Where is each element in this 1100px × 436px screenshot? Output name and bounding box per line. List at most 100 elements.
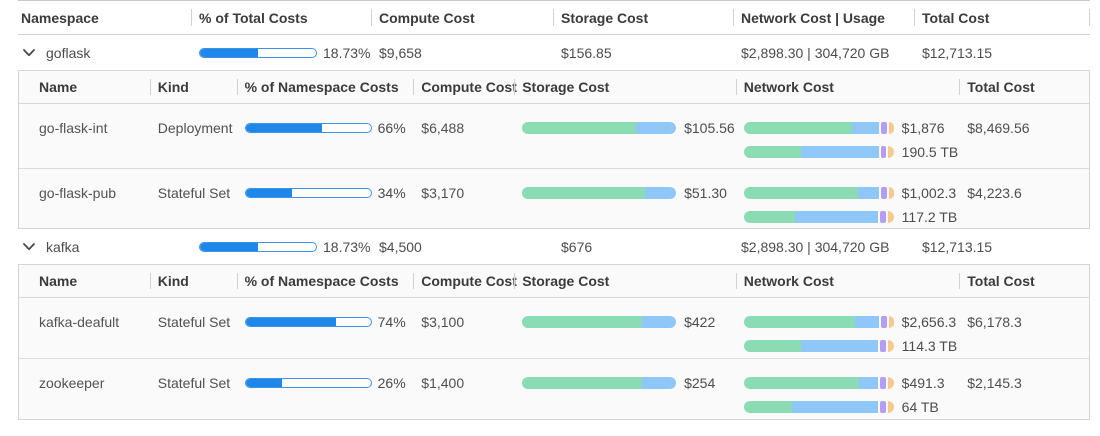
- workload-kind: Stateful Set: [157, 375, 231, 391]
- workloads-table-header: Name Kind % of Namespace Costs Compute C…: [19, 265, 1089, 298]
- chevron-down-icon[interactable]: [23, 242, 35, 251]
- namespace-storage-cost: $156.85: [561, 44, 612, 61]
- pct-namespace-costs-bar: [244, 123, 372, 133]
- workload-row-go-flask-pub[interactable]: go-flask-pub Stateful Set 34% $3,170 $51…: [19, 168, 1089, 228]
- subheader-total-cost-label: Total Cost: [967, 273, 1035, 289]
- subheader-compute-cost: Compute Cost: [413, 265, 517, 297]
- subheader-kind: Kind: [149, 71, 237, 103]
- subheader-storage-cost-label: Storage Cost: [522, 79, 610, 95]
- workload-storage-cell: $254: [514, 359, 736, 393]
- header-pct-total-costs-label: % of Total Costs: [199, 9, 308, 26]
- subheader-network-cost: Network Cost: [735, 71, 960, 103]
- storage-cost-value: $422: [684, 314, 716, 330]
- workload-total-cost: $4,223.6: [967, 185, 1022, 201]
- subheader-name-label: Name: [39, 273, 78, 289]
- namespace-row-kafka[interactable]: kafka 18.73% $4,500 $676 $2,898.30 | 304…: [18, 229, 1090, 264]
- workload-row-go-flask-int[interactable]: go-flask-int Deployment 66% $6,488 $105.…: [19, 104, 1089, 168]
- pct-namespace-costs-bar: [244, 188, 372, 198]
- subheader-pct-namespace-costs: % of Namespace Costs: [236, 71, 414, 103]
- header-network-cost-usage-label: Network Cost | Usage: [741, 9, 885, 26]
- outer-table-header: Namespace % of Total Costs Compute Cost …: [18, 1, 1090, 35]
- chevron-down-icon[interactable]: [23, 48, 35, 57]
- network-cost-value: $2,656.3: [901, 314, 957, 330]
- storage-cost-bar: [522, 377, 677, 389]
- network-cost-value: $1,876: [901, 120, 945, 136]
- pct-namespace-costs-bar: [244, 317, 372, 327]
- namespace-compute-cost: $4,500: [379, 238, 422, 255]
- namespace-pct-cell: 18.73%: [191, 45, 371, 61]
- workload-compute-cost: $6,488: [421, 120, 465, 136]
- workload-pct-cell: 26%: [237, 359, 414, 393]
- header-compute-cost: Compute Cost: [371, 1, 553, 34]
- namespace-cost-table: Namespace % of Total Costs Compute Cost …: [18, 0, 1090, 420]
- workload-storage-cell: $422: [514, 298, 736, 332]
- pct-namespace-costs-value: 34%: [377, 185, 406, 201]
- workload-total-cost: $8,469.56: [967, 120, 1030, 136]
- pct-namespace-costs-bar: [244, 378, 372, 388]
- workloads-table-goflask: Name Kind % of Namespace Costs Compute C…: [18, 70, 1090, 229]
- namespace-name-cell: goflask: [18, 45, 191, 61]
- workload-storage-cell: $105.56: [514, 104, 736, 138]
- workload-pct-cell: 34%: [237, 169, 414, 203]
- storage-cost-value: $254: [684, 375, 716, 391]
- header-compute-cost-label: Compute Cost: [379, 9, 475, 26]
- network-cost-bar: [743, 187, 894, 199]
- subheader-network-cost-label: Network Cost: [743, 273, 834, 289]
- network-usage-value: 114.3 TB: [901, 338, 958, 354]
- namespace-name: kafka: [46, 238, 80, 255]
- workload-name: zookeeper: [39, 375, 105, 391]
- namespace-compute-cost: $9,658: [379, 44, 422, 61]
- network-usage-bar: [743, 211, 894, 223]
- workload-name: go-flask-int: [39, 120, 108, 136]
- subheader-storage-cost: Storage Cost: [514, 265, 736, 297]
- workload-network-cell: $1,876 190.5 TB: [736, 104, 960, 162]
- network-cost-bar: [743, 316, 894, 328]
- header-namespace: Namespace: [18, 1, 191, 34]
- workload-kind: Stateful Set: [157, 185, 231, 201]
- subheader-network-cost: Network Cost: [735, 265, 960, 297]
- namespace-network-cost-usage: $2,898.30 | 304,720 GB: [741, 44, 890, 61]
- header-storage-cost-label: Storage Cost: [561, 9, 649, 26]
- header-pct-total-costs: % of Total Costs: [191, 1, 371, 34]
- namespace-row-goflask[interactable]: goflask 18.73% $9,658 $156.85 $2,898.30 …: [18, 35, 1090, 70]
- workload-row-kafka-deafult[interactable]: kafka-deafult Stateful Set 74% $3,100 $4…: [19, 298, 1089, 358]
- subheader-kind: Kind: [149, 265, 237, 297]
- storage-cost-bar: [522, 122, 677, 134]
- subheader-pct-namespace-costs-label: % of Namespace Costs: [244, 79, 399, 95]
- header-total-cost: Total Cost: [914, 1, 1090, 34]
- network-usage-value: 117.2 TB: [901, 209, 958, 225]
- storage-cost-value: $105.56: [684, 120, 735, 136]
- namespace-name: goflask: [46, 44, 91, 61]
- network-cost-value: $491.3: [901, 375, 945, 391]
- pct-total-costs-bar: [199, 47, 317, 58]
- header-storage-cost: Storage Cost: [553, 1, 733, 34]
- workload-compute-cost: $3,100: [421, 314, 465, 330]
- workload-storage-cell: $51.30: [514, 169, 736, 203]
- workload-network-cell: $2,656.3 114.3 TB: [736, 298, 960, 356]
- subheader-name: Name: [19, 265, 150, 297]
- network-usage-bar: [743, 146, 894, 158]
- workload-pct-cell: 74%: [237, 298, 414, 332]
- workload-compute-cost: $1,400: [421, 375, 465, 391]
- storage-cost-bar: [522, 316, 677, 328]
- header-namespace-label: Namespace: [21, 9, 99, 26]
- workload-pct-cell: 66%: [237, 104, 414, 138]
- subheader-name: Name: [19, 71, 150, 103]
- network-cost-bar: [743, 377, 894, 389]
- network-cost-value: $1,002.3: [901, 185, 957, 201]
- network-usage-bar: [743, 340, 894, 352]
- workloads-table-header: Name Kind % of Namespace Costs Compute C…: [19, 71, 1089, 104]
- workload-kind: Stateful Set: [157, 314, 231, 330]
- subheader-storage-cost-label: Storage Cost: [522, 273, 610, 289]
- workload-network-cell: $491.3 64 TB: [736, 359, 960, 417]
- namespace-total-cost: $12,713.15: [922, 44, 993, 61]
- workload-row-zookeeper[interactable]: zookeeper Stateful Set 26% $1,400 $254: [19, 358, 1089, 419]
- pct-namespace-costs-value: 66%: [377, 120, 406, 136]
- namespace-network-cost-usage: $2,898.30 | 304,720 GB: [741, 238, 890, 255]
- network-cost-bar: [743, 122, 894, 134]
- namespace-storage-cost: $676: [561, 238, 593, 255]
- subheader-pct-namespace-costs: % of Namespace Costs: [236, 265, 414, 297]
- subheader-storage-cost: Storage Cost: [514, 71, 736, 103]
- network-usage-value: 64 TB: [901, 399, 939, 415]
